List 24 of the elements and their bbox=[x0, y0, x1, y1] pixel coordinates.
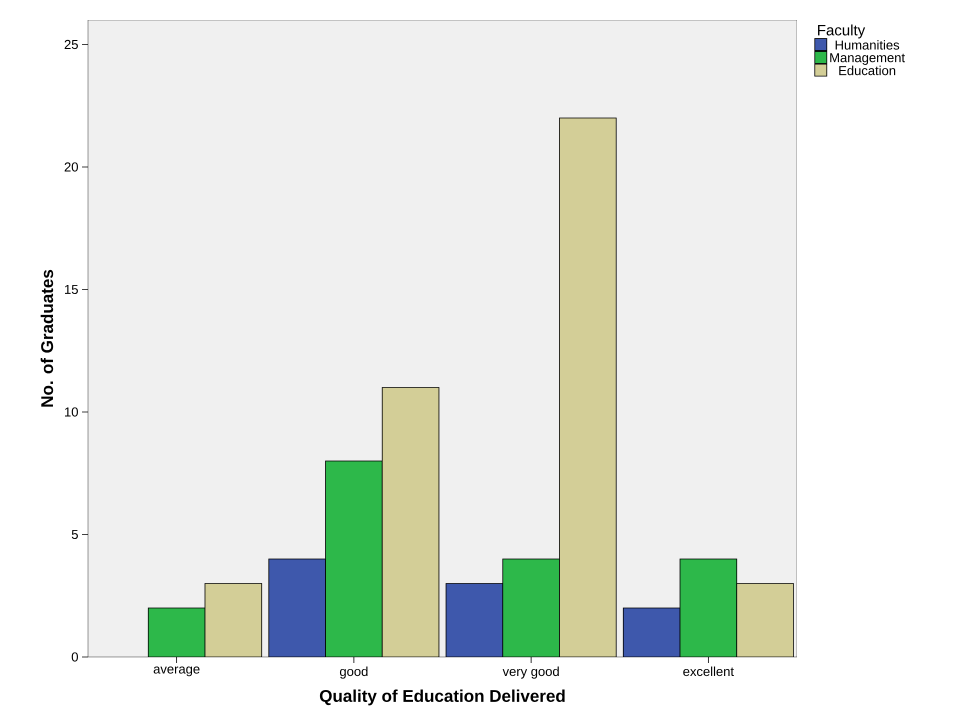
y-tick-label: 25 bbox=[64, 40, 78, 50]
bar bbox=[148, 608, 206, 657]
x-tick-label: excellent bbox=[683, 666, 734, 676]
y-axis-title: No. of Graduates bbox=[40, 270, 54, 407]
x-tick-label: average bbox=[154, 666, 200, 676]
y-tick-label: 15 bbox=[65, 284, 78, 294]
legend-label: Management bbox=[830, 53, 905, 65]
bar bbox=[680, 558, 738, 657]
bar bbox=[736, 583, 794, 657]
x-tick-label: good bbox=[340, 666, 368, 679]
bar bbox=[204, 583, 262, 657]
x-axis-title: Quality of Education Delivered bbox=[320, 690, 565, 706]
bar bbox=[325, 460, 383, 657]
legend-title: Faculty bbox=[818, 24, 866, 38]
legend-label: Education bbox=[839, 66, 896, 76]
y-tick-label: 0 bbox=[72, 652, 78, 662]
bar bbox=[559, 118, 617, 657]
legend-label: Humanities bbox=[836, 40, 900, 50]
y-tick-label: 5 bbox=[72, 530, 78, 540]
y-tick-label: 20 bbox=[64, 162, 78, 172]
bar bbox=[502, 558, 560, 657]
y-tick-label: 10 bbox=[65, 407, 78, 417]
bar bbox=[382, 387, 440, 657]
x-tick-label: very good bbox=[502, 666, 559, 679]
